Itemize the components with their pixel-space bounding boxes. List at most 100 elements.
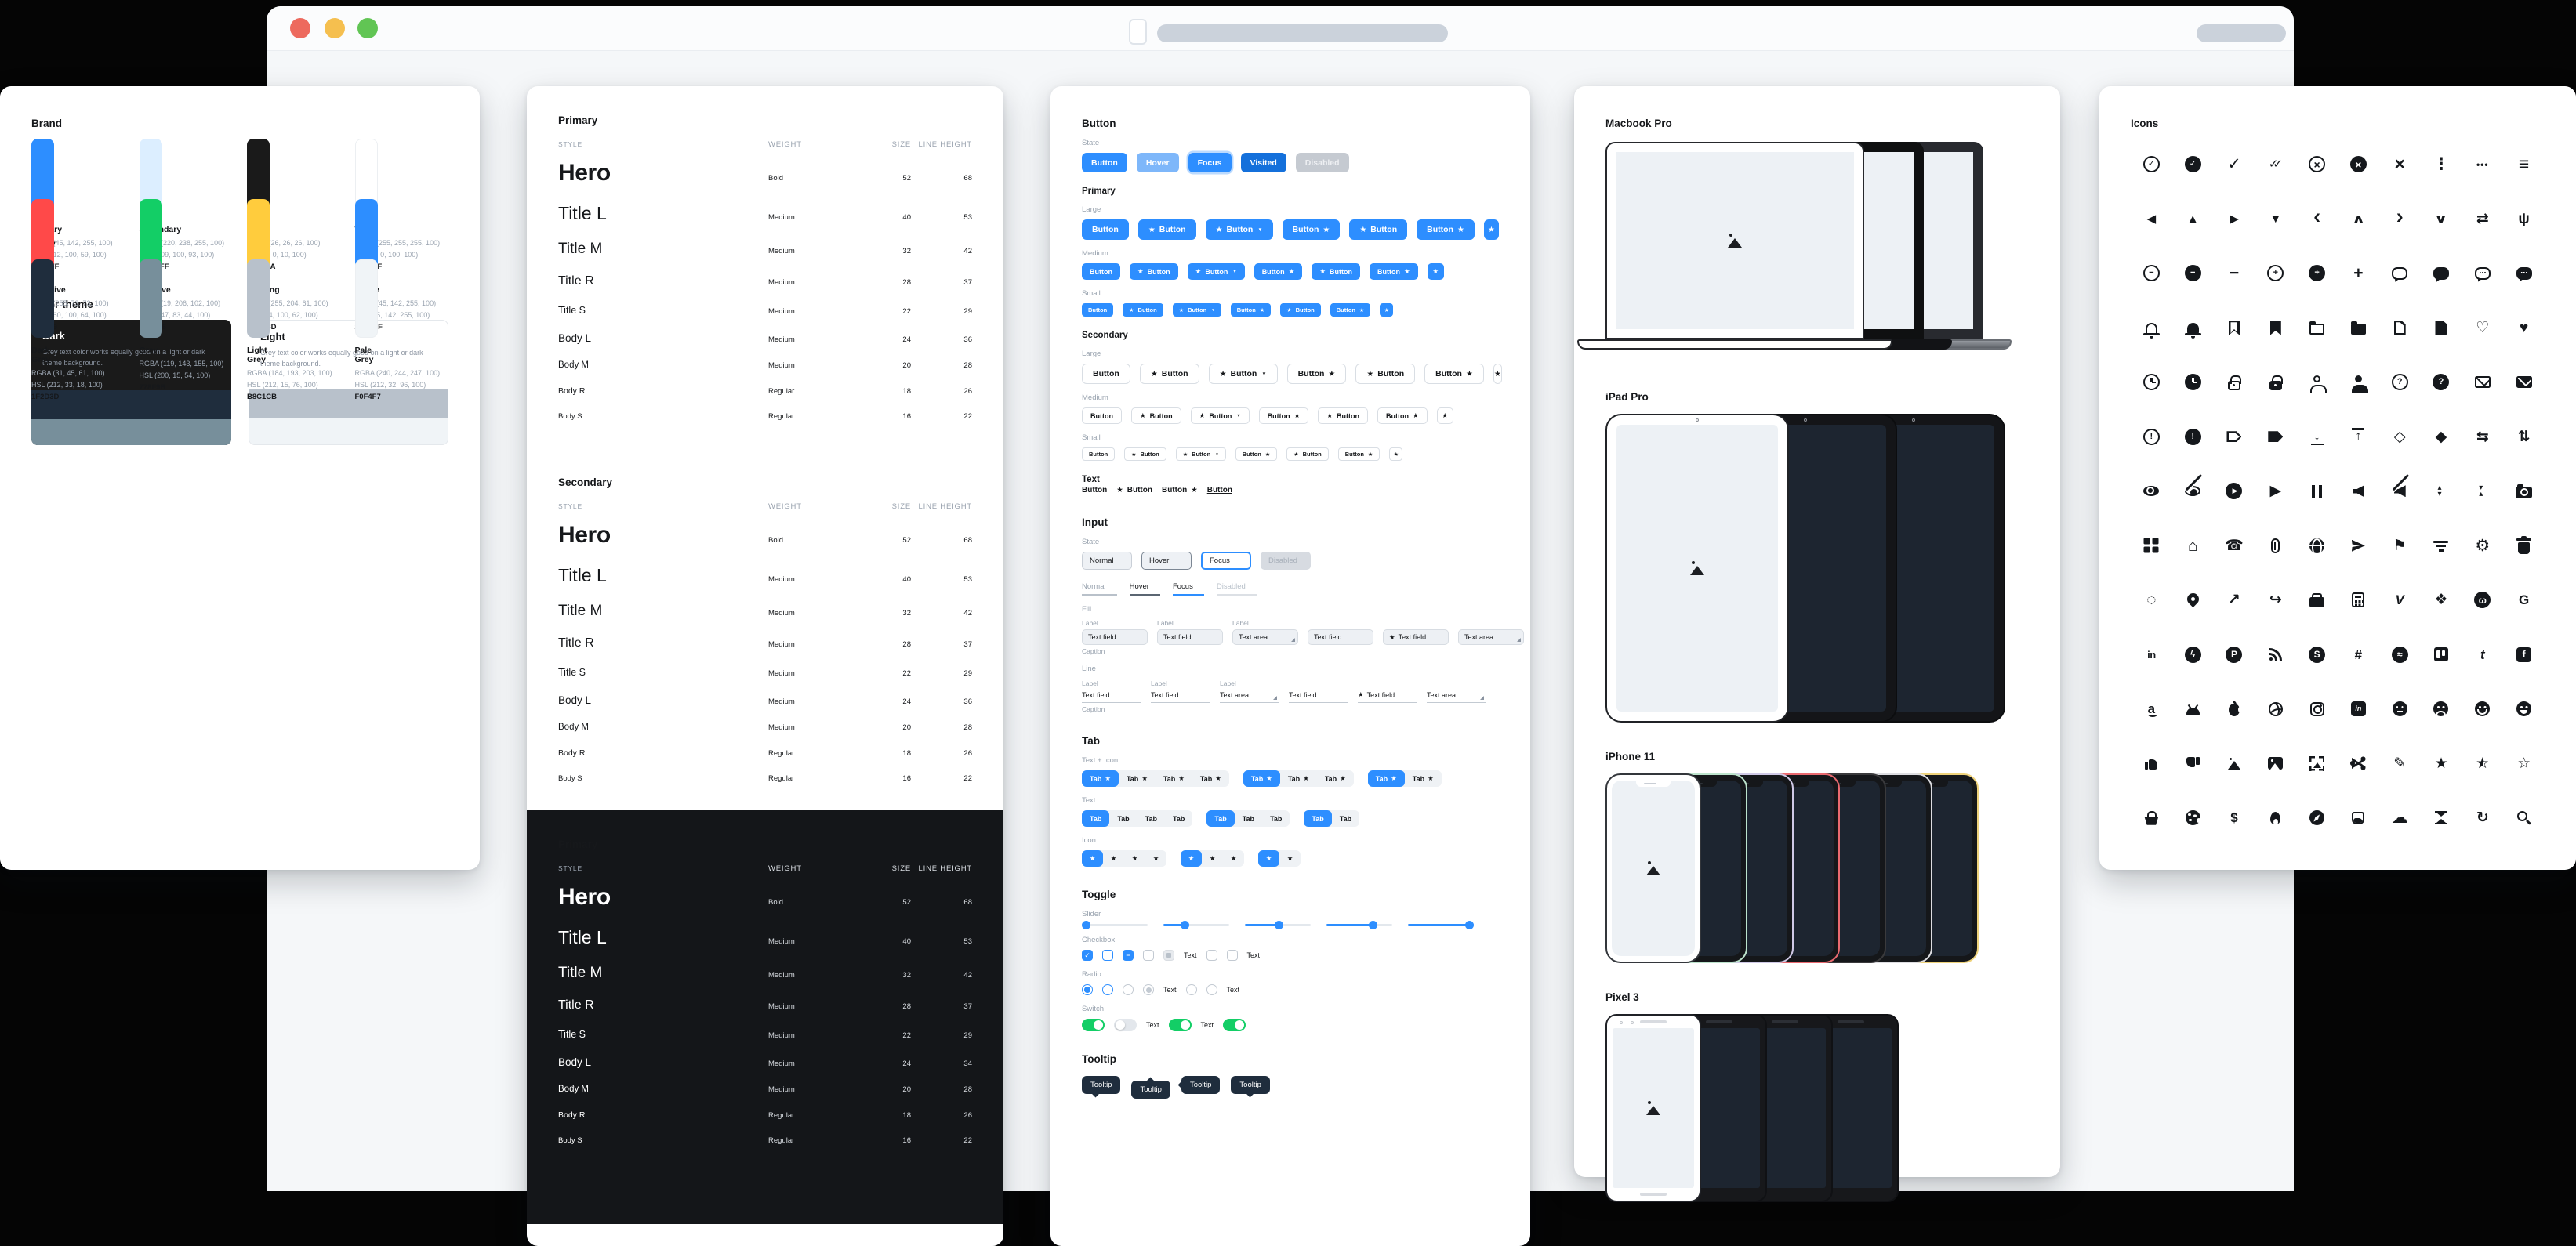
traffic-light-minimize-button[interactable] [325, 18, 345, 38]
tab[interactable]: ★ [1258, 850, 1279, 867]
caret-down-icon[interactable]: ▼ [2255, 192, 2296, 247]
edit-icon[interactable]: ✎ [2379, 737, 2421, 791]
tab[interactable]: ★ [1145, 850, 1166, 867]
chevron-right-icon[interactable]: › [2379, 192, 2421, 247]
star-icon[interactable]: ★ [2421, 737, 2462, 791]
button[interactable]: Hover [1136, 153, 1179, 172]
send-icon[interactable] [2338, 519, 2379, 574]
chat-outline-icon[interactable] [2379, 246, 2421, 301]
button[interactable]: Button [1082, 263, 1120, 280]
switch-on[interactable] [1168, 1019, 1192, 1031]
grid-icon[interactable] [2131, 519, 2172, 574]
input-line-state-disabled[interactable]: Disabled [1216, 581, 1257, 596]
download-icon[interactable]: ↓ [2296, 410, 2338, 465]
flag-icon[interactable]: ⚑ [2379, 519, 2421, 574]
skype-icon[interactable]: S [2296, 628, 2338, 683]
caret-left-icon[interactable]: ◀ [2131, 192, 2172, 247]
tab[interactable]: Tab [1235, 810, 1262, 827]
button[interactable]: ★ Button [1355, 364, 1416, 384]
button[interactable]: ★ Button [1349, 219, 1408, 240]
tab[interactable]: Tab [1206, 810, 1235, 827]
address-bar[interactable] [1157, 24, 1448, 42]
heart-icon[interactable]: ♥ [2503, 301, 2545, 356]
plus-icon[interactable]: + [2338, 246, 2379, 301]
chevron-left-icon[interactable]: ‹ [2296, 192, 2338, 247]
tab[interactable]: Tab ★ [1405, 770, 1442, 787]
button[interactable]: ★ Button [1280, 303, 1321, 317]
menu-icon[interactable]: ≡ [2503, 137, 2545, 192]
slider-knob[interactable] [1369, 921, 1378, 929]
button[interactable]: Focus [1188, 153, 1232, 172]
chat-dots-outline-icon[interactable]: ⋯ [2462, 246, 2503, 301]
thumbs-down-icon[interactable] [2172, 737, 2214, 791]
button[interactable]: ★ Button [1131, 407, 1181, 424]
camera-icon[interactable] [2503, 464, 2545, 519]
input-state-focus[interactable]: Focus [1201, 552, 1251, 570]
slider[interactable] [1163, 921, 1229, 929]
settings-icon[interactable]: ⚙ [2462, 519, 2503, 574]
button[interactable]: ★ [1436, 407, 1453, 424]
clock-outline-icon[interactable] [2131, 355, 2172, 410]
button[interactable]: Button ★ [1330, 303, 1371, 317]
input-line-state-focus[interactable]: Focus [1172, 581, 1204, 596]
button[interactable]: Button ★ [1286, 364, 1347, 384]
spinner-icon[interactable]: ◌ [2131, 573, 2172, 628]
android-icon[interactable] [2172, 682, 2214, 737]
tab[interactable]: Tab [1082, 810, 1110, 827]
chevron-down-icon[interactable]: ∨ [2421, 192, 2462, 247]
dribbble-icon[interactable] [2255, 682, 2296, 737]
close-icon[interactable]: × [2379, 137, 2421, 192]
checkbox-disabled[interactable] [1163, 950, 1174, 961]
palette-icon[interactable] [2172, 791, 2214, 846]
calculator-icon[interactable] [2338, 573, 2379, 628]
globe-icon[interactable] [2296, 519, 2338, 574]
apple-icon[interactable] [2214, 682, 2255, 737]
input-state-disabled[interactable]: Disabled [1261, 552, 1311, 570]
emoji-sad-icon[interactable] [2421, 682, 2462, 737]
file-icon[interactable] [2421, 301, 2462, 356]
image-icon[interactable] [2214, 737, 2255, 791]
button[interactable]: ★ Button [1318, 407, 1369, 424]
folder-icon[interactable] [2338, 301, 2379, 356]
tab[interactable]: ★ [1279, 850, 1301, 867]
text-field[interactable]: Text field [1308, 629, 1373, 645]
bookmark-icon[interactable] [2255, 301, 2296, 356]
text-field[interactable]: Text field [1157, 629, 1223, 645]
button[interactable]: Button ★ [1230, 303, 1272, 317]
double-check-icon[interactable]: ✓✓ [2255, 137, 2296, 192]
minus-icon[interactable]: − [2214, 246, 2255, 301]
play-circle-icon[interactable]: ▶ [2214, 464, 2255, 519]
bell-outline-icon[interactable] [2131, 301, 2172, 356]
text-button[interactable]: Button ★ [1162, 486, 1198, 494]
button[interactable]: Button ★ [1370, 263, 1418, 280]
chat-icon[interactable] [2421, 246, 2462, 301]
alert-circle-outline-icon[interactable]: ! [2131, 410, 2172, 465]
image-filled-icon[interactable] [2255, 737, 2296, 791]
toolbar-pill[interactable] [2197, 24, 2286, 42]
plus-circle-outline-icon[interactable]: + [2255, 246, 2296, 301]
check-icon[interactable]: ✓ [2214, 137, 2255, 192]
slider-knob[interactable] [1465, 921, 1474, 929]
location-pin-icon[interactable] [2172, 573, 2214, 628]
bucket-icon[interactable] [2338, 791, 2379, 846]
help-circle-outline-icon[interactable]: ? [2379, 355, 2421, 410]
button[interactable]: ★ Button ▼ [1187, 263, 1245, 280]
checkbox-label-left[interactable] [1206, 950, 1217, 961]
slider-knob[interactable] [1274, 921, 1283, 929]
button[interactable]: Button ★ [1337, 447, 1381, 461]
color-swatch-box[interactable] [247, 259, 270, 338]
more-vertical-icon[interactable]: ⋮ [2421, 137, 2462, 192]
text-field[interactable]: Text field [1082, 629, 1148, 645]
text-button[interactable]: Button [1207, 486, 1232, 494]
emoji-laugh-icon[interactable] [2503, 682, 2545, 737]
tab[interactable]: Tab ★ [1082, 770, 1119, 787]
flame-icon[interactable] [2255, 791, 2296, 846]
switch-off[interactable] [1114, 1019, 1137, 1031]
hourglass-icon[interactable] [2421, 791, 2462, 846]
button[interactable]: ★ [1380, 303, 1394, 317]
clock-icon[interactable] [2172, 355, 2214, 410]
button[interactable]: ★ Button ▼ [1190, 407, 1250, 424]
button[interactable]: Button [1082, 447, 1116, 461]
button[interactable]: ★ Button ▼ [1205, 219, 1273, 240]
home-icon[interactable]: ⌂ [2172, 519, 2214, 574]
